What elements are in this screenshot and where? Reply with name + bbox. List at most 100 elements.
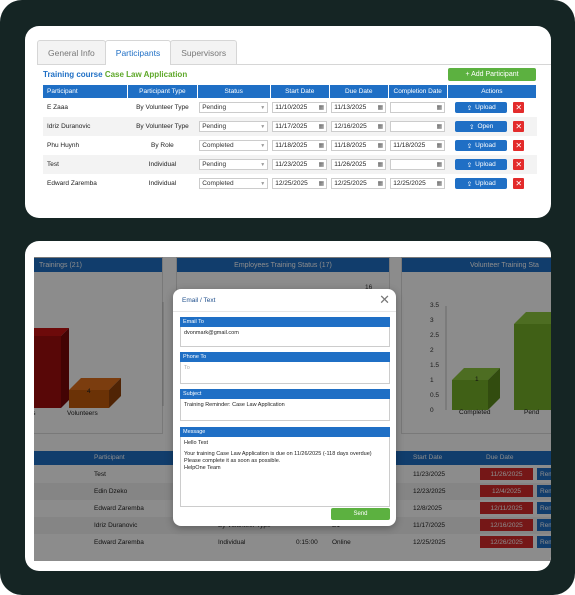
completion-date-input[interactable]: 11/18/2025 ▦ (390, 140, 446, 151)
start-date-input[interactable]: 12/25/2025 ▦ (272, 178, 328, 189)
volunteer-y-tick: 1 (430, 377, 434, 384)
remove-button[interactable]: ✕ (513, 102, 525, 113)
close-icon[interactable]: ✕ (379, 292, 390, 307)
upload-button[interactable]: ⇪ Open (455, 121, 508, 132)
start-date-input[interactable]: 11/10/2025 ▦ (272, 102, 328, 113)
calendar-icon[interactable]: ▦ (436, 105, 443, 111)
status-value: Completed (202, 142, 234, 149)
send-button[interactable]: Send (331, 508, 390, 520)
due-date-input[interactable]: 11/26/2025 ▦ (331, 159, 387, 170)
due-date-input[interactable]: 12/25/2025 ▦ (331, 178, 387, 189)
trainings-x-label: ees (34, 410, 35, 417)
remind-button[interactable]: Remin (537, 468, 551, 480)
start-date-input[interactable]: 11/23/2025 ▦ (272, 159, 328, 170)
participant-name: E Zaaa (47, 104, 68, 111)
remind-button[interactable]: Remin (537, 519, 551, 531)
calendar-icon[interactable]: ▦ (377, 181, 384, 187)
status-select[interactable]: Pending ▼ (199, 159, 269, 170)
grid-col-participant[interactable]: Participant (94, 454, 125, 461)
table-row: Edward Zaremba Individual Completed ▼ 12/25/… (43, 174, 537, 193)
tab-supervisors[interactable]: Supervisors (170, 40, 238, 64)
volunteer-bar-completed-top (452, 368, 500, 380)
chevron-down-icon: ▼ (260, 123, 266, 130)
col-status[interactable]: Status (197, 85, 271, 98)
subject-value: Training Reminder: Case Law Application (184, 402, 285, 408)
calendar-icon[interactable]: ▦ (377, 162, 384, 168)
start-date-value: 12/25/2025 (275, 180, 308, 187)
status-select[interactable]: Pending ▼ (199, 102, 269, 113)
start-date-value: 11/17/2025 (275, 123, 308, 130)
calendar-icon[interactable]: ▦ (318, 181, 325, 187)
calendar-icon[interactable]: ▦ (377, 124, 384, 130)
course-name: Case Law Application (104, 70, 188, 79)
status-select[interactable]: Completed ▼ (199, 140, 269, 151)
calendar-icon[interactable]: ▦ (318, 124, 325, 130)
completion-date-input[interactable]: 12/25/2025 ▦ (390, 178, 446, 189)
due-date-input[interactable]: 11/18/2025 ▦ (331, 140, 387, 151)
completion-date-input[interactable]: ▦ (390, 121, 446, 132)
volunteer-bar-completed (452, 380, 488, 410)
volunteer-y-tick: 2.5 (430, 332, 440, 339)
grid-row: Test 11/23/2025 11/26/2025 Remin (34, 466, 551, 483)
calendar-icon[interactable]: ▦ (436, 143, 443, 149)
start-date-input[interactable]: 11/18/2025 ▦ (272, 140, 328, 151)
close-icon: ✕ (515, 140, 523, 150)
upload-button[interactable]: ⇪ Upload (455, 159, 508, 170)
add-participant-button[interactable]: + Add Participant (448, 68, 536, 81)
col-actions: Actions (447, 85, 538, 98)
tab-participants[interactable]: Participants (104, 40, 172, 65)
status-select[interactable]: Completed ▼ (199, 178, 269, 189)
email-field[interactable]: dvonmark@gmail.com (180, 327, 390, 347)
col-participant[interactable]: Participant (43, 85, 129, 98)
col-start-date[interactable]: Start Date (270, 85, 330, 98)
completion-date-input[interactable]: ▦ (390, 159, 446, 170)
col-completion-date[interactable]: Completion Date (388, 85, 448, 98)
calendar-icon[interactable]: ▦ (318, 143, 325, 149)
grid-start-date: 11/17/2025 (413, 522, 446, 529)
close-icon: ✕ (515, 178, 523, 188)
completion-date-value: 11/18/2025 (393, 142, 426, 149)
calendar-icon[interactable]: ▦ (436, 181, 443, 187)
phone-field[interactable]: To (180, 362, 390, 384)
grid-start-date: 12/23/2025 (413, 488, 446, 495)
calendar-icon[interactable]: ▦ (436, 162, 443, 168)
status-value: Completed (202, 180, 234, 187)
calendar-icon[interactable]: ▦ (377, 105, 384, 111)
calendar-icon[interactable]: ▦ (318, 105, 325, 111)
remove-button[interactable]: ✕ (513, 178, 525, 189)
completion-date-input[interactable]: ▦ (390, 102, 446, 113)
remind-button[interactable]: Remin (537, 485, 551, 497)
subject-label: Subject (180, 389, 390, 399)
calendar-icon[interactable]: ▦ (436, 124, 443, 130)
remind-button[interactable]: Remin (537, 502, 551, 514)
trainings-bar-volunteers (69, 390, 109, 408)
upload-button[interactable]: ⇪ Upload (455, 102, 508, 113)
participant-type: By Volunteer Type (136, 104, 189, 111)
remove-button[interactable]: ✕ (513, 140, 525, 151)
grid-col-start-date[interactable]: Start Date (413, 454, 443, 461)
start-date-input[interactable]: 11/17/2025 ▦ (272, 121, 328, 132)
volunteer-bar-completed-side (488, 368, 500, 410)
remove-button[interactable]: ✕ (513, 121, 525, 132)
remind-button[interactable]: Remin (537, 536, 551, 548)
tab-bar: General Info Participants Supervisors (37, 40, 238, 65)
employees-status-title: Employees Training Status (17) (177, 258, 389, 272)
col-due-date[interactable]: Due Date (329, 85, 389, 98)
table-row: E Zaaa By Volunteer Type Pending ▼ 11/10/202… (43, 98, 537, 117)
due-date-input[interactable]: 11/13/2025 ▦ (331, 102, 387, 113)
upload-button[interactable]: ⇪ Upload (455, 140, 508, 151)
col-participant-type[interactable]: Participant Type (127, 85, 198, 98)
calendar-icon[interactable]: ▦ (377, 143, 384, 149)
tab-general-info[interactable]: General Info (37, 40, 106, 64)
subject-field[interactable]: Training Reminder: Case Law Application (180, 399, 390, 421)
calendar-icon[interactable]: ▦ (318, 162, 325, 168)
remove-button[interactable]: ✕ (513, 159, 525, 170)
message-field[interactable]: Hello Test Your training Case Law Applic… (180, 437, 390, 507)
upload-label: Upload (475, 142, 496, 149)
due-date-value: 12/25/2025 (334, 180, 367, 187)
grid-col-due-date[interactable]: Due Date (486, 454, 514, 461)
status-select[interactable]: Pending ▼ (199, 121, 269, 132)
due-date-input[interactable]: 12/16/2025 ▦ (331, 121, 387, 132)
upload-button[interactable]: ⇪ Upload (455, 178, 508, 189)
chevron-down-icon: ▼ (260, 142, 266, 149)
